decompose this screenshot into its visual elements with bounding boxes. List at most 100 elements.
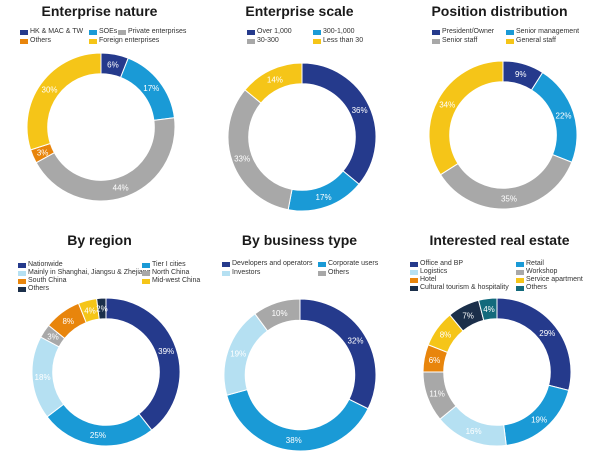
legend-swatch (313, 38, 321, 44)
donut-chart: 32% 38% 19% 10% (223, 298, 377, 452)
legend-label: Retail (526, 260, 544, 267)
data-label: 34% (439, 100, 455, 109)
legend-item: Cultural tourism & hospitality (410, 284, 509, 293)
legend-label: Senior management (516, 28, 580, 35)
legend-label: Private enterprises (128, 28, 187, 35)
slice-office-and-bp (496, 297, 572, 392)
legend-swatch (506, 29, 514, 35)
chart-title: Enterprise scale (245, 3, 354, 19)
data-label: 17% (316, 193, 332, 202)
legend-swatch (118, 29, 126, 35)
data-label: 6% (429, 356, 441, 365)
legend-swatch (432, 29, 440, 35)
legend-label: President/Owner (442, 28, 495, 35)
legend-item: Service apartment (516, 276, 583, 285)
slice-others (96, 297, 107, 320)
data-label: 25% (90, 431, 106, 440)
data-label: 29% (539, 329, 555, 338)
legend-item: Foreign enterprises (89, 37, 159, 46)
legend-swatch (247, 38, 255, 44)
legend-item: Hotel (410, 276, 436, 285)
legend-label: Tier I cities (152, 261, 186, 268)
data-label: 8% (440, 331, 452, 340)
data-label: 4% (483, 305, 495, 314)
legend-item: 30-300 (247, 37, 279, 46)
data-label: 9% (515, 70, 527, 79)
legend: Over 1,000 300-1,000 30-300 Less than 30 (200, 28, 399, 52)
legend-label: 300-1,000 (323, 28, 355, 35)
data-label: 19% (531, 416, 547, 425)
slice-less-than-30 (244, 62, 303, 104)
donut-chart: 36% 17% 33% 14% (227, 62, 377, 212)
legend-item: Others (20, 37, 51, 46)
legend-label: Mainly in Shanghai, Jiangsu & Zhejiang (28, 269, 151, 276)
data-label: 11% (429, 390, 444, 399)
legend-item: Others (318, 269, 349, 278)
legend-item: Others (516, 284, 547, 293)
legend-label: Others (328, 269, 350, 276)
legend-label: North China (152, 269, 190, 276)
chart-title: Enterprise nature (41, 3, 158, 19)
legend-swatch (142, 262, 150, 268)
donut-chart: 29% 19% 16% 11% 6% 8% 7% 4% (422, 297, 572, 447)
legend-label: Investors (232, 269, 261, 276)
slice-developers-and-operators (299, 298, 377, 410)
legend-item: Workshop (516, 268, 557, 277)
slice-nationwide (105, 297, 181, 431)
legend-label: Hotel (420, 276, 437, 283)
slice-foreign-enterprises (26, 52, 102, 151)
legend-label: Cultural tourism & hospitality (420, 284, 509, 291)
legend-swatch (432, 38, 440, 44)
legend-item: Office and BP (410, 260, 463, 269)
legend-label: Others (30, 37, 52, 44)
legend-label: Corporate users (328, 260, 379, 267)
donut-chart: 39% 25% 18% 3%8% 4% 2% (31, 297, 181, 447)
data-label: 14% (267, 75, 283, 84)
chart-title: By region (67, 232, 132, 248)
panel-interested-real-estate: Interested real estate Office and BP Ret… (400, 229, 599, 458)
legend-swatch (313, 29, 321, 35)
legend-swatch (222, 270, 230, 276)
legend-item: Others (18, 285, 49, 294)
panel-position-distribution: Position distribution President/Owner Se… (400, 0, 599, 229)
legend-swatch (18, 286, 26, 292)
data-label: 16% (466, 427, 482, 436)
legend-label: Mid-west China (152, 277, 201, 284)
legend-item: Logistics (410, 268, 447, 277)
legend-label: Over 1,000 (257, 28, 292, 35)
legend: HK & MAC & TW SOEs Private enterprises O… (0, 28, 199, 52)
legend-item: Mainly in Shanghai, Jiangsu & Zhejiang (18, 269, 151, 278)
legend-swatch (89, 29, 97, 35)
panel-enterprise-scale: Enterprise scale Over 1,000 300-1,000 30… (200, 0, 399, 229)
panel-by-region: By region Nationwide Tier I cities Mainl… (0, 229, 200, 458)
data-label: 44% (113, 184, 129, 193)
legend-item: HK & MAC & TW (20, 28, 83, 37)
slice-300-1-000 (287, 170, 360, 212)
legend-item: Mid-west China (142, 277, 200, 286)
legend-label: Logistics (420, 268, 448, 275)
legend: President/Owner Senior management Senior… (400, 28, 599, 52)
data-label: 35% (501, 194, 517, 203)
legend-item: Over 1,000 (247, 28, 292, 37)
legend-swatch (20, 38, 28, 44)
slice-30-300 (227, 89, 293, 211)
data-label: 30% (42, 86, 58, 95)
panel-by-business-type: By business type Developers and operator… (200, 229, 399, 458)
data-label: 3% (37, 148, 49, 157)
legend-label: Workshop (526, 268, 558, 275)
legend-label: Service apartment (526, 276, 583, 283)
slice-private-enterprises (35, 117, 176, 202)
legend-label: 30-300 (257, 37, 279, 44)
slice-others (254, 298, 301, 332)
chart-title: By business type (241, 232, 358, 248)
legend-label: Nationwide (28, 261, 63, 268)
legend-swatch (18, 262, 26, 268)
legend-swatch (318, 261, 326, 267)
legend-label: Office and BP (420, 260, 464, 267)
data-label: 3% (47, 333, 59, 342)
legend-label: General staff (516, 37, 556, 44)
data-label: 7% (462, 311, 474, 320)
panel-enterprise-nature: Enterprise nature HK & MAC & TW SOEs Pri… (0, 0, 199, 229)
legend-swatch (247, 29, 255, 35)
legend-label: SOEs (99, 28, 118, 35)
